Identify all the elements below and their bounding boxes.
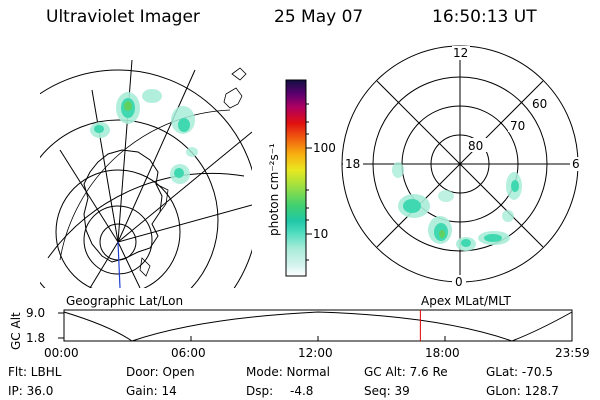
mlat-label-60: 60: [532, 97, 548, 111]
colorbar-tick-10: 10: [313, 227, 329, 241]
orbit-xtick-0000: 00:00: [44, 346, 79, 360]
door-info: Door: Open: [126, 365, 195, 379]
orbit-xtick-2359: 23:59: [555, 346, 590, 360]
instrument-title: Ultraviolet Imager: [46, 7, 200, 27]
altitude-curve: [63, 311, 573, 342]
mlt-label-12: 12: [453, 46, 469, 60]
colorbar: [285, 79, 307, 277]
time-label: 16:50:13 UT: [432, 7, 537, 27]
mlt-label-0: 0: [455, 275, 463, 289]
mlt-label-18: 18: [345, 157, 361, 171]
orbit-ytick-9: 9.0: [26, 306, 46, 320]
orbit-xtick-0600: 06:00: [171, 346, 206, 360]
mode-info: Mode: Normal: [246, 365, 330, 379]
polar-plot: [341, 45, 579, 283]
orbit-xtick-1200: 12:00: [298, 346, 333, 360]
mlat-label-80: 80: [468, 139, 484, 153]
glon-info: GLon: 128.7: [486, 384, 559, 398]
aurora-polar: [392, 162, 522, 251]
orbit-left-title: Geographic Lat/Lon: [66, 294, 184, 308]
colorbar-unit-label: photon cm⁻²s⁻¹: [267, 143, 281, 236]
colorbar-tick-100: 100: [313, 141, 336, 155]
orbit-xtick-1800: 18:00: [425, 346, 460, 360]
dsp-label: Dsp:: [246, 384, 274, 398]
orbit-ytick-1.8: 1.8: [26, 331, 46, 345]
orbit-right-title: Apex MLat/MLT: [421, 294, 511, 308]
geographic-map: [40, 59, 252, 288]
aurora-geographic: [90, 89, 198, 184]
seq-info: Seq: 39: [364, 384, 410, 398]
orbit-plot: [58, 309, 573, 342]
ip-info: IP: 36.0: [8, 384, 54, 398]
filter-info: Flt: LBHL: [8, 365, 62, 379]
mlat-label-70: 70: [510, 119, 526, 133]
glat-info: GLat: -70.5: [486, 365, 553, 379]
gain-info: Gain: 14: [126, 384, 177, 398]
mlt-label-6: 6: [572, 157, 580, 171]
dsp-value: -4.8: [290, 384, 314, 398]
gc-alt-info: GC Alt: 7.6 Re: [364, 365, 448, 379]
date-label: 25 May 07: [274, 7, 364, 27]
orbit-ylabel: GC Alt: [9, 312, 23, 350]
